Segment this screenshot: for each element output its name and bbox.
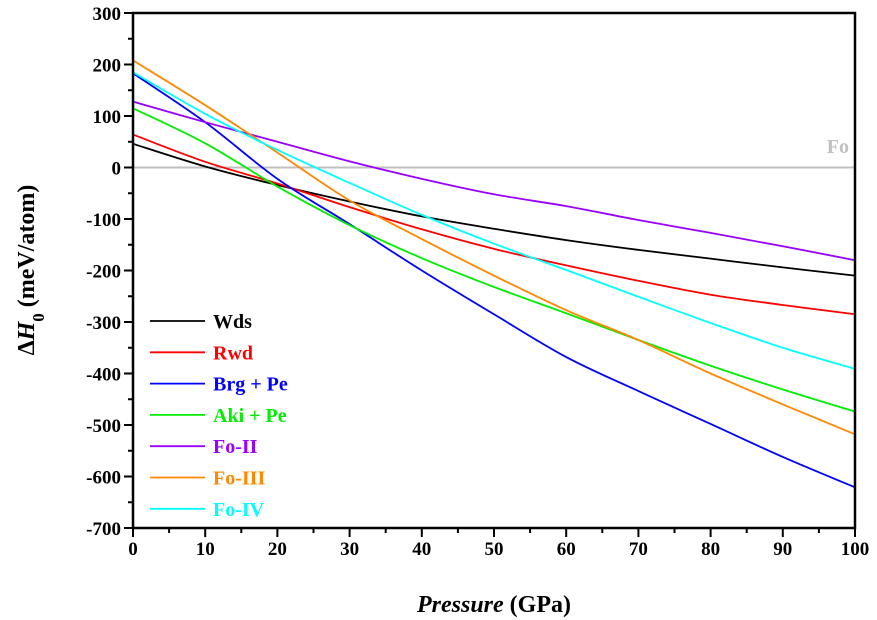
x-axis-label: Pressure (GPa) <box>416 592 571 618</box>
y-axis-label-symbol: H <box>14 320 40 341</box>
x-tick-label: 60 <box>557 539 576 560</box>
legend-label: Rwd <box>213 342 253 364</box>
y-tick-label: 200 <box>93 56 122 77</box>
legend-label: Fo-IV <box>213 499 265 521</box>
series-line-fo-iii <box>132 59 856 436</box>
series-line-fo-ii <box>132 100 856 262</box>
series-line-fo-iv <box>132 71 856 370</box>
y-tick-label: 0 <box>112 159 122 180</box>
x-tick-label: 90 <box>773 539 792 560</box>
y-tick-label: -700 <box>86 519 121 540</box>
y-axis-label-delta: Δ <box>14 340 40 355</box>
ref-line-label: Fo <box>827 136 849 158</box>
x-tick-label: 70 <box>629 539 648 560</box>
y-axis-label: ΔH0 (meV/atom) <box>14 185 48 356</box>
y-tick-label: -100 <box>86 210 121 231</box>
y-tick-label: -300 <box>86 313 121 334</box>
x-tick-label: 40 <box>412 539 431 560</box>
x-tick-label: 0 <box>128 539 138 560</box>
series-line-brg-pe <box>132 72 856 489</box>
y-tick-label: 100 <box>93 107 122 128</box>
x-tick-label: 80 <box>701 539 720 560</box>
legend-label: Fo-II <box>213 436 258 458</box>
legend: Wds Rwd Brg + Pe Aki + Pe Fo-II Fo-III Fo-IV <box>150 311 288 521</box>
y-axis-label-subscript: 0 <box>29 313 48 322</box>
y-tick-label: -500 <box>86 416 121 437</box>
y-tick-label: -600 <box>86 468 121 489</box>
x-axis-label-unit: (GPa) <box>504 592 571 618</box>
x-axis-label-italic: Pressure <box>416 592 504 618</box>
legend-label: Wds <box>213 311 252 333</box>
y-axis-label-unit: (meV/atom) <box>14 185 40 314</box>
series-line-rwd <box>132 133 856 316</box>
y-tick-label: -400 <box>86 365 121 386</box>
plot-marks <box>132 59 856 489</box>
series-line-wds <box>132 142 856 277</box>
x-tick-label: 50 <box>485 539 504 560</box>
x-tick-label: 30 <box>340 539 359 560</box>
y-tick-label: 300 <box>93 4 122 25</box>
legend-label: Fo-III <box>213 468 265 490</box>
legend-label: Brg + Pe <box>213 374 288 396</box>
x-tick-label: 20 <box>268 539 287 560</box>
legend-label: Aki + Pe <box>213 405 287 427</box>
x-tick-label: 10 <box>196 539 215 560</box>
y-tick-label: -200 <box>86 262 121 283</box>
axes: 0 10 20 30 40 50 60 70 80 90 100 300 200 100 0 -100 -200… <box>86 4 869 560</box>
series-line-aki-pe <box>132 107 856 413</box>
x-tick-label: 100 <box>841 539 870 560</box>
